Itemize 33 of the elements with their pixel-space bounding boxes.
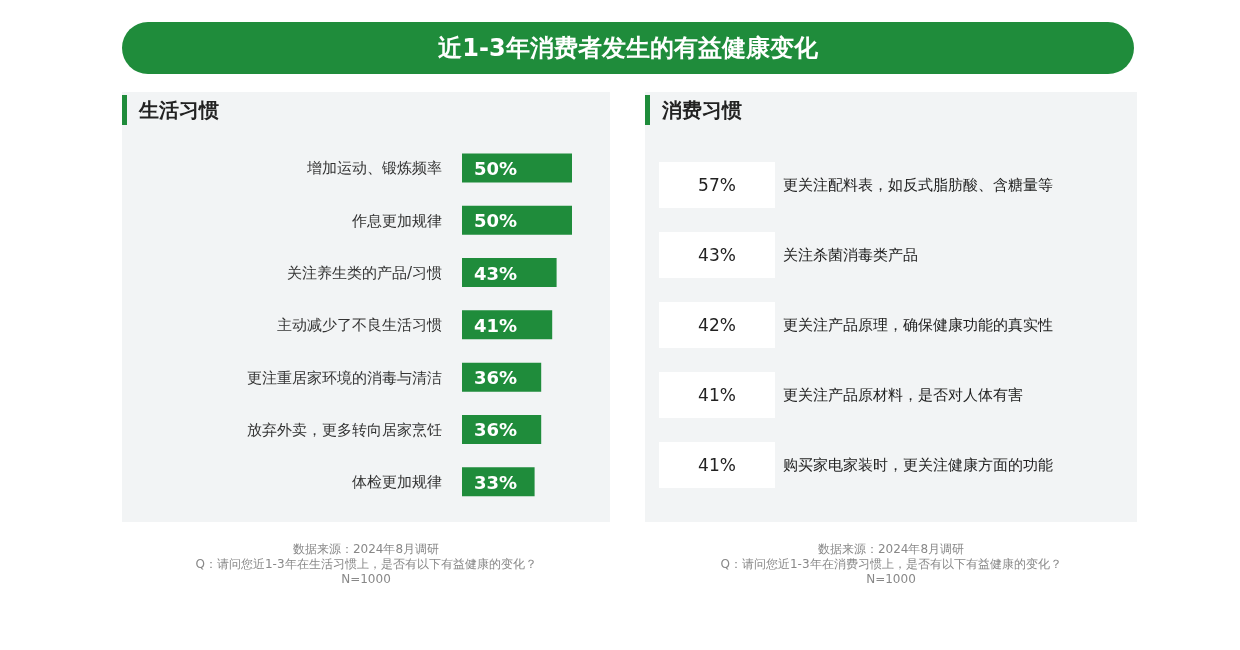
category-label: 更关注产品原理，确保健康功能的真实性	[783, 315, 1053, 335]
source-note: 数据来源：2024年8月调研	[816, 542, 966, 557]
text: Q：请问您近1-3年在生活习惯上，是否有以下有益健康的变化？	[194, 557, 538, 572]
data-label: 43%	[659, 232, 775, 278]
data-label: 50%	[474, 158, 518, 179]
y-tick-label: 增加运动、锻炼频率	[306, 159, 442, 178]
y-tick-label: 主动减少了不良生活习惯	[277, 316, 442, 335]
text: 消费习惯	[662, 96, 742, 124]
data-label: 36%	[474, 367, 518, 389]
y-tick-label: 体检更加规律	[352, 473, 442, 492]
text: N=1000	[865, 572, 917, 587]
source-note: 数据来源：2024年8月调研	[291, 542, 441, 557]
data-label: 41%	[474, 314, 518, 336]
category-label: 更关注产品原材料，是否对人体有害	[783, 385, 1023, 405]
y-tick-label: 作息更加规律	[351, 211, 442, 230]
data-label: 43%	[474, 262, 518, 284]
category-label: 购买家电家装时，更关注健康方面的功能	[783, 455, 1053, 475]
text: 生活习惯	[139, 96, 219, 124]
data-label: 33%	[474, 471, 518, 493]
data-label: 36%	[474, 419, 518, 441]
data-label: 41%	[659, 372, 775, 418]
category-label: 关注杀菌消毒类产品	[783, 245, 918, 265]
category-label: 更关注配料表，如反式脂肪酸、含糖量等	[783, 175, 1053, 195]
data-label: 41%	[659, 442, 775, 488]
data-label: 57%	[659, 162, 775, 208]
y-tick-label: 放弃外卖，更多转向居家烹饪	[247, 420, 442, 439]
data-label: 50%	[474, 210, 518, 232]
data-label: 42%	[659, 302, 775, 348]
text: Q：请问您近1-3年在消费习惯上，是否有以下有益健康的变化？	[719, 557, 1063, 572]
text: 近1-3年消费者发生的有益健康变化	[122, 22, 1134, 74]
y-tick-label: 更注重居家环境的消毒与清洁	[247, 368, 442, 387]
y-tick-label: 关注养生类的产品/习惯	[286, 264, 442, 283]
text: N=1000	[340, 572, 392, 587]
